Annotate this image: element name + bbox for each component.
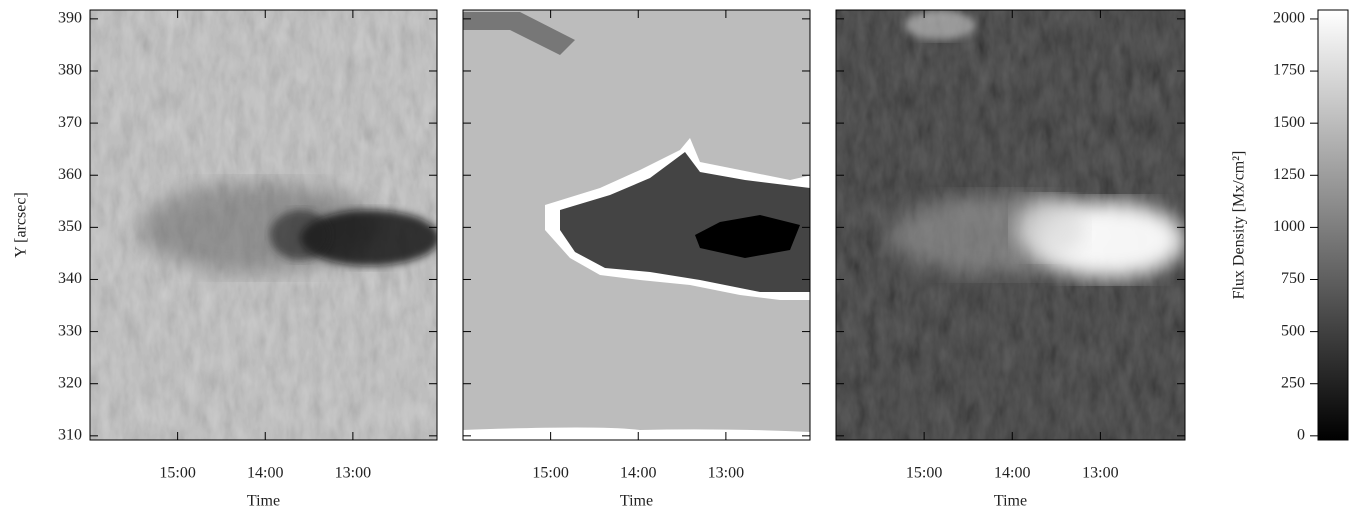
y-tick-label: 330 xyxy=(58,322,82,339)
colorbar-tick-label: 1250 xyxy=(1273,166,1305,183)
colorbar-tick-label: 750 xyxy=(1281,270,1305,287)
colorbar-tick-label: 1750 xyxy=(1273,62,1305,79)
x-axis-label: Time xyxy=(994,493,1027,510)
flux-image xyxy=(836,10,1185,440)
y-tick-label: 320 xyxy=(58,374,82,391)
x-tick-label: 14:00 xyxy=(247,465,283,482)
y-tick-label: 380 xyxy=(58,62,82,79)
panel-frame xyxy=(89,9,438,441)
y-tick-label: 350 xyxy=(58,218,82,235)
colorbar-tick-label: 1000 xyxy=(1273,218,1305,235)
mask-image xyxy=(463,10,810,440)
x-tick-label: 14:00 xyxy=(620,465,656,482)
colorbar-tick-label: 500 xyxy=(1281,322,1305,339)
colorbar-tick-label: 2000 xyxy=(1273,10,1305,27)
colorbar-tick-label: 1500 xyxy=(1273,114,1305,131)
colorbar-tick-label: 0 xyxy=(1297,427,1305,444)
y-tick-label: 340 xyxy=(58,270,82,287)
x-tick-label: 15:00 xyxy=(159,465,195,482)
x-axis-label: Time xyxy=(620,493,653,510)
x-tick-label: 13:00 xyxy=(335,465,371,482)
x-tick-label: 13:00 xyxy=(1082,465,1118,482)
x-tick-label: 14:00 xyxy=(994,465,1030,482)
y-axis-label: Y [arcsec] xyxy=(13,192,30,258)
panel-frame xyxy=(462,9,811,441)
intensity-image xyxy=(90,10,437,440)
x-tick-label: 15:00 xyxy=(532,465,568,482)
panel-frame xyxy=(835,9,1186,441)
x-tick-label: 13:00 xyxy=(708,465,744,482)
colorbar-label: Flux Density [Mx/cm²] xyxy=(1231,151,1248,300)
colorbar-tick-label: 250 xyxy=(1281,374,1305,391)
x-axis-label: Time xyxy=(247,493,280,510)
y-tick-label: 360 xyxy=(58,166,82,183)
y-tick-label: 370 xyxy=(58,114,82,131)
colorbar xyxy=(1317,9,1349,441)
y-tick-label: 390 xyxy=(58,10,82,27)
x-tick-label: 15:00 xyxy=(906,465,942,482)
y-tick-label: 310 xyxy=(58,427,82,444)
